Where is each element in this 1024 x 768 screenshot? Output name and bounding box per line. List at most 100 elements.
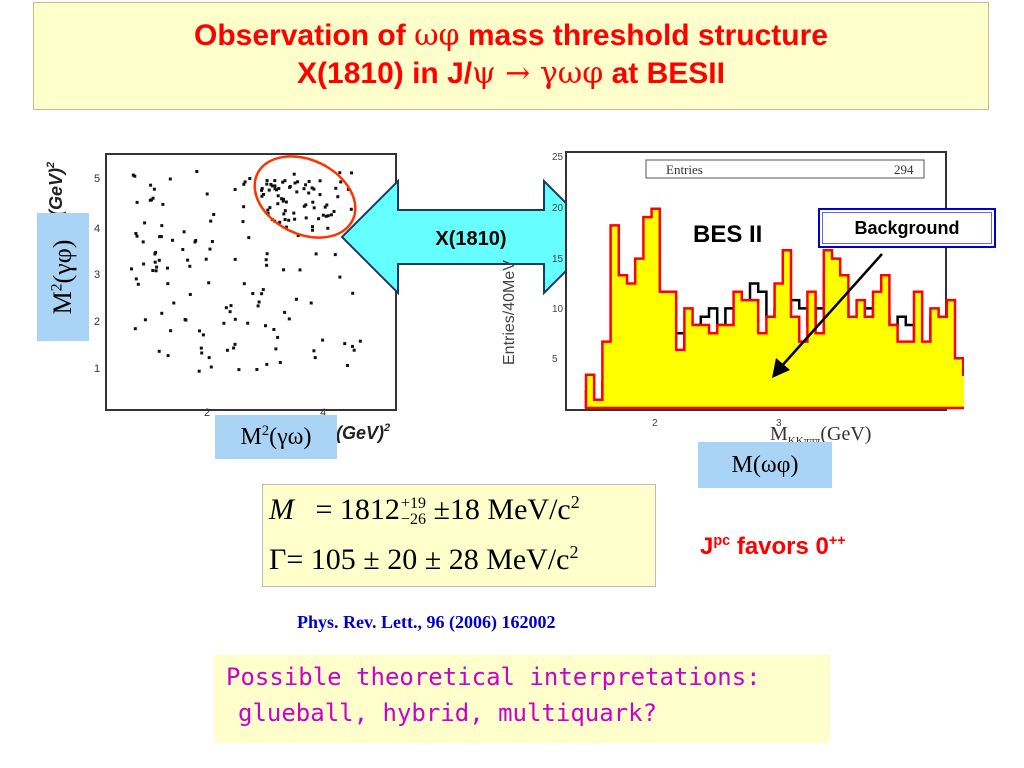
scatter-point xyxy=(280,197,284,201)
scatter-point xyxy=(210,240,214,243)
scatter-point xyxy=(312,206,316,210)
scatter-point xyxy=(351,291,355,295)
scatter-point xyxy=(143,318,147,322)
scatter-point xyxy=(207,281,211,285)
scatter-point xyxy=(298,268,302,272)
hist-x-tick: 3 xyxy=(776,418,782,429)
scatter-y-tick: 2 xyxy=(94,316,100,328)
scatter-point xyxy=(296,180,299,184)
scatter-point xyxy=(325,203,329,207)
scatter-point xyxy=(294,297,298,301)
scatter-point xyxy=(148,198,152,202)
scatter-point xyxy=(183,318,187,321)
scatter-point xyxy=(157,349,161,353)
scatter-point xyxy=(247,236,251,240)
scatter-point xyxy=(264,324,267,328)
dalitz-scatter-plot: 5 4 3 2 1 2 4 (GeV)2 (GeV)2 xyxy=(45,153,397,443)
mass-formula: M = 1812 +19 −26 ±18 MeV/c2 xyxy=(269,492,580,529)
mass-label-text: M(ωφ) xyxy=(731,452,799,478)
title2-prefix: X(1810) in J/ xyxy=(297,57,473,90)
scatter-point xyxy=(141,240,145,244)
scatter-point xyxy=(205,192,209,196)
scatter-point xyxy=(199,346,203,350)
scatter-point xyxy=(166,282,170,286)
interpretations-line-2: glueball, hybrid, multiquark? xyxy=(238,699,658,727)
scatter-point xyxy=(160,311,164,315)
scatter-point xyxy=(326,226,330,230)
scatter-point xyxy=(292,211,296,215)
scatter-point xyxy=(332,210,336,213)
scatter-point xyxy=(155,265,159,269)
scatter-point xyxy=(264,258,268,262)
scatter-point xyxy=(149,183,153,187)
scatter-point xyxy=(277,187,281,190)
scatter-point xyxy=(153,252,157,256)
scatter-point xyxy=(307,180,311,183)
scatter-point xyxy=(333,253,337,257)
scatter-point xyxy=(201,333,205,337)
scatter-point xyxy=(278,361,282,364)
scatter-point xyxy=(287,317,291,321)
scatter-point xyxy=(326,214,330,218)
scatter-point xyxy=(281,199,285,203)
hist-y-tick: 25 xyxy=(552,152,564,163)
scatter-point xyxy=(265,182,269,186)
scatter-point xyxy=(169,329,173,333)
scatter-point xyxy=(295,190,299,194)
hist-y-tick: 20 xyxy=(552,203,564,214)
scatter-point xyxy=(260,292,264,296)
scatter-points xyxy=(130,170,362,373)
scatter-point xyxy=(251,292,255,295)
scatter-point xyxy=(208,247,212,251)
scatter-point xyxy=(265,263,269,267)
scatter-x-axis-title: (GeV)2 xyxy=(336,422,390,443)
scatter-point xyxy=(166,266,169,270)
scatter-point xyxy=(284,200,288,204)
scatter-point xyxy=(282,268,285,272)
scatter-point xyxy=(209,219,213,223)
scatter-point xyxy=(242,205,246,209)
scatter-point xyxy=(282,212,286,216)
scatter-point xyxy=(265,252,269,256)
hist-y-tick: 5 xyxy=(552,354,558,365)
scatter-point xyxy=(182,230,186,234)
scatter-y-ticks: 5 4 3 2 1 2 4 xyxy=(94,173,326,419)
scatter-point xyxy=(200,351,204,355)
scatter-point xyxy=(241,220,245,224)
y-axis-label-text: M2(γφ) xyxy=(48,239,77,315)
width-formula: Γ= 105 ± 20 ± 28 MeV/c2 xyxy=(269,542,579,576)
scatter-frame xyxy=(105,153,397,411)
scatter-point xyxy=(242,182,246,186)
scatter-point xyxy=(312,187,316,191)
scatter-point xyxy=(292,172,296,176)
scatter-point xyxy=(256,304,260,308)
stats-label: Entries xyxy=(666,162,703,177)
scatter-point xyxy=(334,186,338,190)
scatter-point xyxy=(278,220,282,224)
scatter-point xyxy=(233,317,237,321)
scatter-y-axis-title: (GeV)2 xyxy=(45,162,66,216)
scatter-point xyxy=(275,188,278,192)
scatter-point xyxy=(265,362,269,366)
scatter-point xyxy=(272,328,276,331)
scatter-point xyxy=(225,348,229,352)
scatter-point xyxy=(304,203,308,207)
scatter-point xyxy=(304,216,308,220)
scatter-point xyxy=(309,301,313,305)
scatter-point xyxy=(321,338,325,342)
bes-label: BES II xyxy=(693,221,763,248)
scatter-point xyxy=(168,177,172,181)
scatter-point xyxy=(171,238,174,242)
scatter-point xyxy=(313,356,317,360)
scatter-point xyxy=(237,368,241,372)
jpc-statement: Jpc favors 0++ xyxy=(700,533,846,560)
hist-y-tick: 15 xyxy=(552,254,564,265)
histogram-y-ticks: 25 20 15 10 5 2 3 xyxy=(552,152,782,429)
scatter-point xyxy=(195,170,199,173)
formula-box: M = 1812 +19 −26 ±18 MeV/c2 Γ= 105 ± 20 ± … xyxy=(262,484,656,587)
scatter-point xyxy=(188,293,192,296)
scatter-point xyxy=(222,321,226,325)
title-box: Observation of ωφ mass threshold structu… xyxy=(33,2,989,110)
scatter-y-tick: 5 xyxy=(94,173,100,185)
scatter-point xyxy=(346,187,350,191)
